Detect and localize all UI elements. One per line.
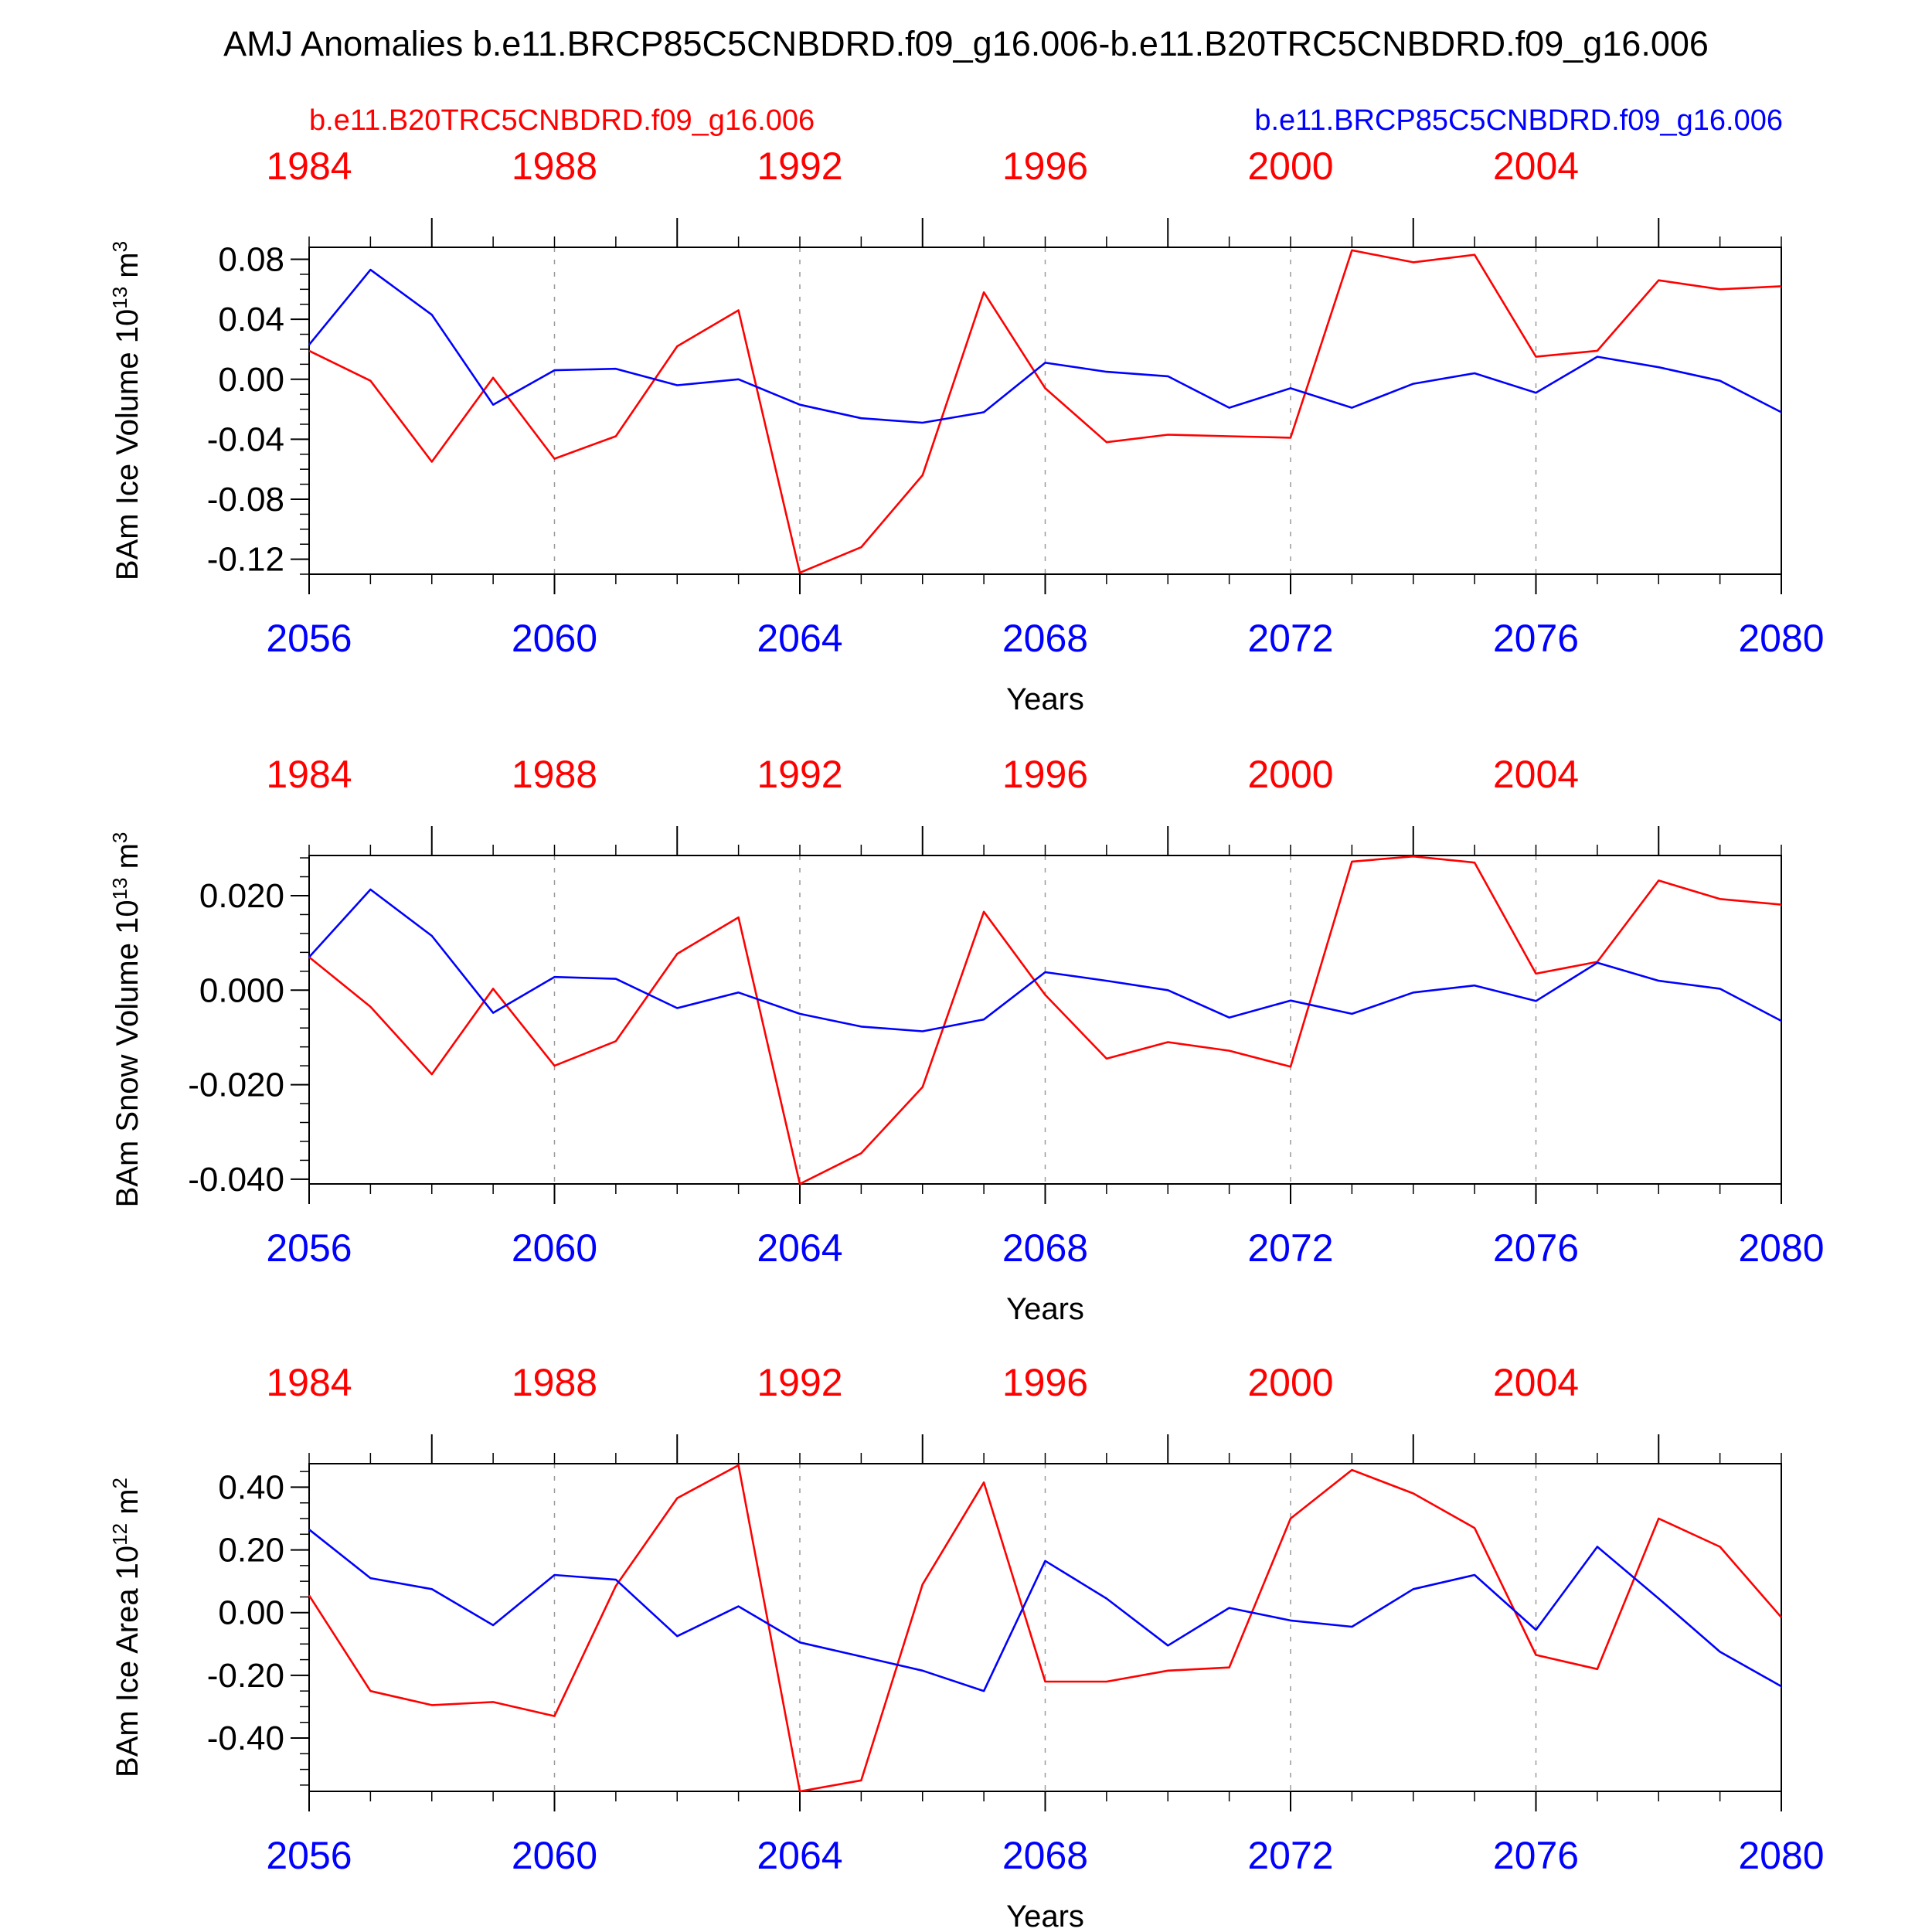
x-top-tick-label: 2004 [1493,753,1579,796]
panels-group: 0.08 0.04 0.00 -0.04 -0.08 -0.12 BAm Ice Volum… [108,145,1825,1932]
y-axis-label: BAm Ice Area 1012 m2 [108,1478,145,1777]
x-top-tick-label: 1988 [512,1361,597,1404]
x-top-tick-label: 2000 [1247,753,1333,796]
x-bottom-tick-label: 2068 [1002,617,1088,660]
series-line-historical [308,249,1782,574]
y-tick-label: 0.00 [218,1594,284,1632]
series-line-rcp85 [308,1529,1782,1692]
x-bottom-tick-label: 2068 [1002,1834,1088,1877]
x-bottom-tick-label: 2064 [757,1226,842,1270]
y-tick-label: 0.04 [218,301,284,338]
x-bottom-tick-label: 2072 [1247,1834,1333,1877]
series-line-historical [308,855,1782,1185]
y-tick-label: -0.20 [207,1657,284,1695]
y-tick-label: 0.00 [218,361,284,399]
x-top-tick-label: 1996 [1002,1361,1088,1404]
x-bottom-tick-label: 2056 [266,1226,352,1270]
x-top-tick-label: 1992 [757,753,842,796]
y-tick-label: -0.40 [207,1719,284,1757]
x-top-tick-label: 1988 [512,753,597,796]
y-tick-label: -0.04 [207,420,284,458]
x-top-tick-label: 1996 [1002,753,1088,796]
x-bottom-tick-label: 2056 [266,617,352,660]
x-top-tick-label: 2004 [1493,1361,1579,1404]
series-line-historical [308,1464,1782,1793]
x-axis-label: Years [1006,1900,1084,1932]
chart-panel-2: 0.020 0.000 -0.020 -0.040 BAm Snow Volume 10… [108,753,1825,1326]
x-bottom-tick-label: 2076 [1493,1226,1579,1270]
x-top-tick-label: 2000 [1247,1361,1333,1404]
y-tick-label: -0.12 [207,541,284,579]
x-top-tick-label: 1992 [757,1361,842,1404]
x-bottom-tick-label: 2064 [757,617,842,660]
chart-panel-3: 0.40 0.20 0.00 -0.20 -0.40 BAm Ice Area 1012 … [108,1361,1825,1932]
y-tick-label: 0.08 [218,241,284,279]
x-top-tick-label: 1996 [1002,145,1088,188]
x-top-tick-label: 1992 [757,145,842,188]
x-bottom-tick-label: 2056 [266,1834,352,1877]
legend-label-rcp85: b.e11.BRCP85C5CNBDRD.f09_g16.006 [1254,104,1783,137]
y-tick-label: -0.020 [188,1066,284,1104]
x-bottom-tick-label: 2080 [1738,617,1824,660]
x-bottom-tick-label: 2072 [1247,1226,1333,1270]
x-top-tick-label: 2004 [1493,145,1579,188]
series-line-rcp85 [308,268,1782,424]
x-top-tick-label: 1984 [266,145,352,188]
x-top-tick-label: 2000 [1247,145,1333,188]
x-bottom-tick-label: 2060 [512,617,597,660]
x-bottom-tick-label: 2080 [1738,1834,1824,1877]
y-tick-label: -0.040 [188,1161,284,1199]
y-axis-label: BAm Ice Volume 1013 m3 [108,241,145,580]
x-axis-label: Years [1006,1292,1084,1326]
y-tick-label: 0.40 [218,1468,284,1506]
x-bottom-tick-label: 2080 [1738,1226,1824,1270]
figure-title: AMJ Anomalies b.e11.BRCP85C5CNBDRD.f09_g… [223,24,1709,63]
legend-label-historical: b.e11.B20TRC5CNBDRD.f09_g16.006 [309,104,815,137]
x-top-tick-label: 1984 [266,1361,352,1404]
x-top-tick-label: 1984 [266,753,352,796]
y-tick-label: 0.020 [199,877,284,915]
x-bottom-tick-label: 2060 [512,1834,597,1877]
series-line-rcp85 [308,888,1782,1032]
x-top-tick-label: 1988 [512,145,597,188]
chart-panel-1: 0.08 0.04 0.00 -0.04 -0.08 -0.12 BAm Ice Volum… [108,145,1825,716]
x-bottom-tick-label: 2068 [1002,1226,1088,1270]
x-axis-label: Years [1006,682,1084,716]
y-tick-label: 0.20 [218,1532,284,1570]
x-bottom-tick-label: 2064 [757,1834,842,1877]
x-bottom-tick-label: 2060 [512,1226,597,1270]
x-bottom-tick-label: 2072 [1247,617,1333,660]
x-bottom-tick-label: 2076 [1493,1834,1579,1877]
y-tick-label: -0.08 [207,481,284,519]
x-bottom-tick-label: 2076 [1493,617,1579,660]
y-axis-label: BAm Snow Volume 1013 m3 [108,832,145,1208]
y-tick-label: 0.000 [199,971,284,1009]
